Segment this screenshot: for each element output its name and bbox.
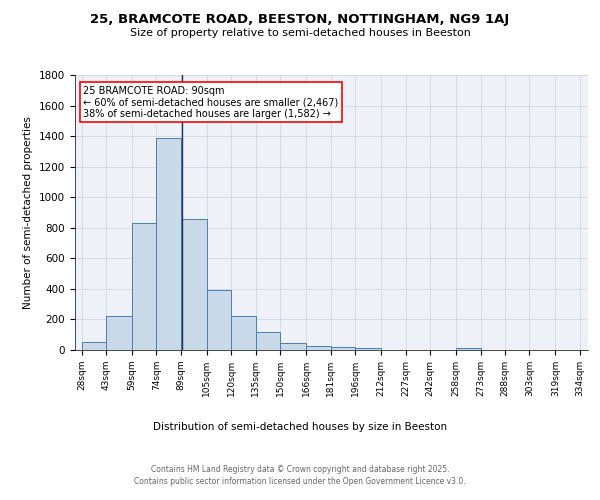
Bar [106,316,132,350]
Text: 25, BRAMCOTE ROAD, BEESTON, NOTTINGHAM, NG9 1AJ: 25, BRAMCOTE ROAD, BEESTON, NOTTINGHAM, … [91,12,509,26]
Bar [256,332,280,350]
Text: 25 BRAMCOTE ROAD: 90sqm
← 60% of semi-detached houses are smaller (2,467)
38% of: 25 BRAMCOTE ROAD: 90sqm ← 60% of semi-de… [83,86,338,119]
Bar [355,348,381,350]
Bar [232,316,256,350]
Bar [181,218,207,350]
Bar [331,347,355,350]
Bar [82,342,106,350]
Bar [207,290,232,350]
Y-axis label: Number of semi-detached properties: Number of semi-detached properties [23,116,34,309]
Text: Contains HM Land Registry data © Crown copyright and database right 2025.: Contains HM Land Registry data © Crown c… [151,465,449,474]
Bar [280,343,306,350]
Text: Contains public sector information licensed under the Open Government Licence v3: Contains public sector information licen… [134,478,466,486]
Bar [456,348,481,350]
Text: Distribution of semi-detached houses by size in Beeston: Distribution of semi-detached houses by … [153,422,447,432]
Text: Size of property relative to semi-detached houses in Beeston: Size of property relative to semi-detach… [130,28,470,38]
Bar [132,223,157,350]
Bar [306,346,331,350]
Bar [157,138,181,350]
